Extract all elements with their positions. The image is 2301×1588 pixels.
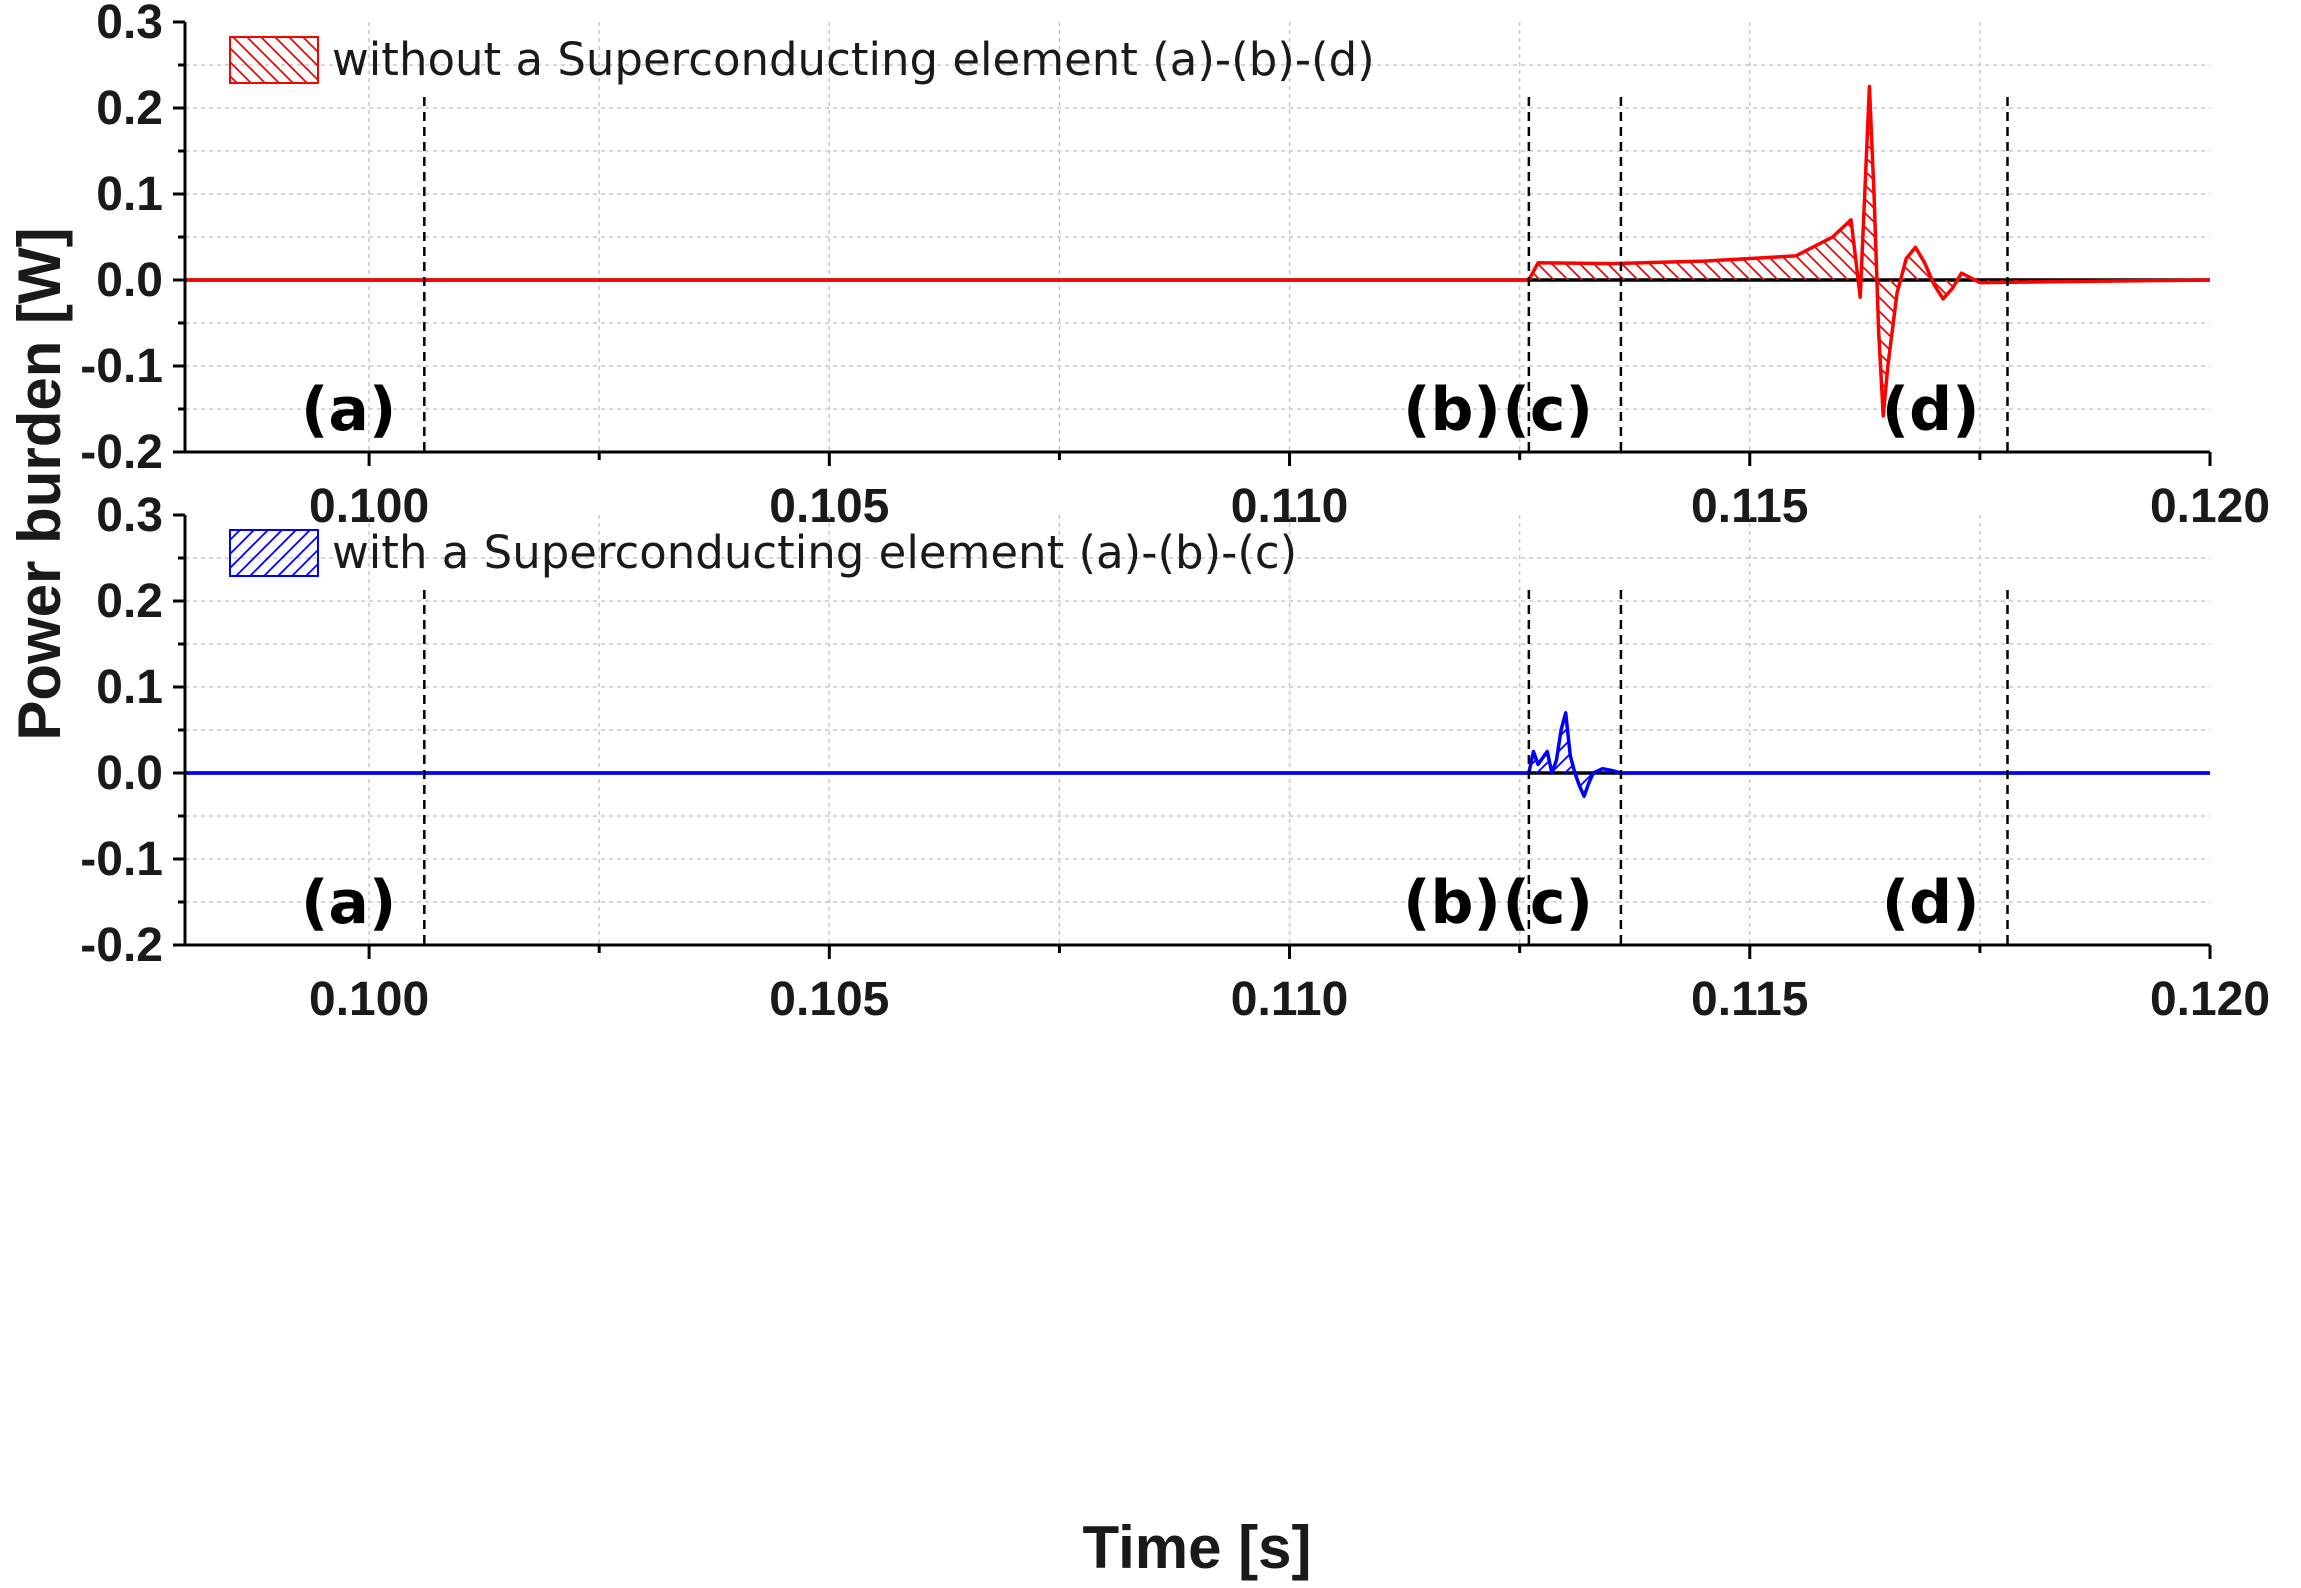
legend-label: with a Superconducting element (a)-(b)-(… bbox=[332, 526, 1297, 579]
event-marker-label: (c) bbox=[1502, 868, 1592, 938]
legend-swatch bbox=[229, 36, 319, 84]
event-marker-label: (a) bbox=[301, 868, 396, 938]
y-tick-label: -0.1 bbox=[80, 340, 163, 393]
event-marker-label: (d) bbox=[1882, 868, 1980, 938]
y-tick-label: 0.3 bbox=[96, 0, 163, 49]
event-marker-label: (c) bbox=[1502, 375, 1592, 445]
event-marker-label: (a) bbox=[301, 375, 396, 445]
y-tick-label: -0.2 bbox=[80, 426, 163, 479]
y-tick-label: 0.1 bbox=[96, 661, 163, 714]
x-tick-label: 0.100 bbox=[309, 973, 429, 1026]
bottom-panel: with a Superconducting element (a)-(b)-(… bbox=[80, 489, 2270, 1026]
x-tick-label: 0.115 bbox=[1691, 973, 1808, 1026]
y-tick-label: 0.2 bbox=[96, 82, 163, 135]
event-marker-label: (b) bbox=[1403, 868, 1501, 938]
x-tick-label: 0.110 bbox=[1231, 973, 1348, 1026]
series-line bbox=[185, 711, 2210, 798]
y-tick-label: 0.1 bbox=[96, 168, 163, 221]
y-tick-label: -0.2 bbox=[80, 919, 163, 972]
y-tick-label: 0.3 bbox=[96, 489, 163, 542]
legend-swatch bbox=[229, 529, 319, 577]
y-tick-label: 0.2 bbox=[96, 575, 163, 628]
y-axis-title: Power burden [W] bbox=[6, 227, 73, 740]
event-marker-label: (d) bbox=[1882, 375, 1980, 445]
top-panel: without a Superconducting element (a)-(b… bbox=[80, 0, 2270, 533]
series-line bbox=[185, 84, 2211, 418]
x-tick-label: 0.105 bbox=[769, 973, 889, 1026]
event-marker-label: (b) bbox=[1403, 375, 1501, 445]
y-tick-label: -0.1 bbox=[80, 833, 163, 886]
x-axis-title: Time [s] bbox=[1083, 1514, 1312, 1581]
y-tick-label: 0.0 bbox=[96, 747, 163, 800]
y-tick-label: 0.0 bbox=[96, 254, 163, 307]
legend-label: without a Superconducting element (a)-(b… bbox=[332, 33, 1375, 86]
x-tick-label: 0.120 bbox=[2150, 480, 2270, 533]
x-tick-label: 0.120 bbox=[2150, 973, 2270, 1026]
series-area bbox=[185, 712, 2210, 797]
